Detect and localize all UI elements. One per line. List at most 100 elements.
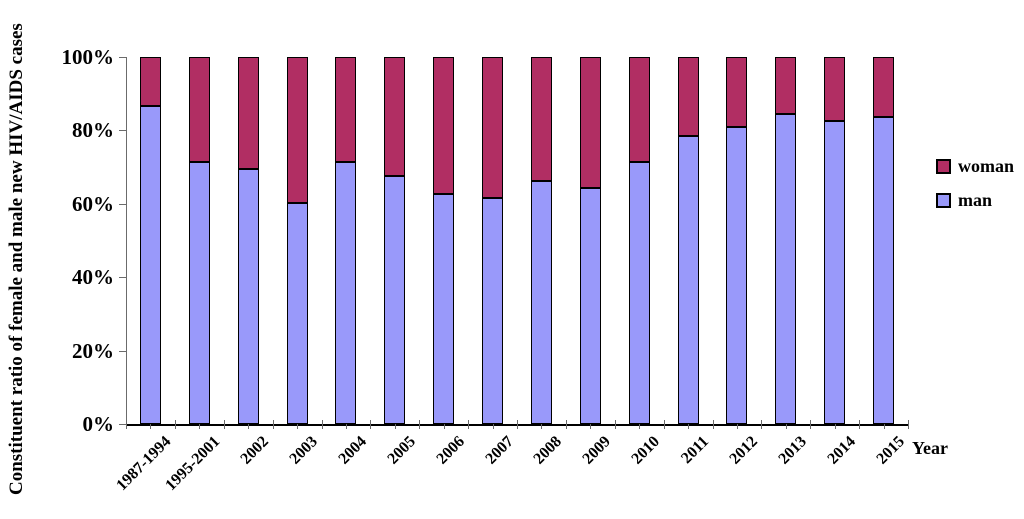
x-axis-tick-label: 2014 bbox=[824, 433, 859, 468]
bar-segment-woman bbox=[188, 57, 210, 163]
x-axis-tick bbox=[174, 420, 176, 429]
x-axis-tick bbox=[639, 420, 641, 429]
legend-item-woman: woman bbox=[936, 157, 1014, 175]
x-axis-tick bbox=[712, 420, 714, 429]
y-axis-line bbox=[126, 57, 127, 426]
bar-segment-woman bbox=[139, 57, 161, 107]
x-axis-tick-label: 2009 bbox=[579, 433, 615, 468]
x-axis-tick bbox=[248, 420, 250, 429]
x-axis-tick-label: 2006 bbox=[433, 433, 468, 468]
legend-swatch-icon bbox=[936, 192, 951, 208]
x-axis-tick bbox=[150, 420, 152, 429]
y-axis-tick bbox=[119, 57, 126, 58]
bar-segment-woman bbox=[482, 57, 504, 198]
bar-segment-man bbox=[628, 161, 650, 424]
y-axis-tick-label: 80% bbox=[72, 118, 114, 143]
bar-segment-man bbox=[286, 203, 308, 424]
bar-segment-man bbox=[677, 135, 699, 424]
x-axis-tick-label: 2003 bbox=[286, 433, 322, 468]
y-axis-tick-label: 20% bbox=[72, 338, 114, 363]
x-axis-tick bbox=[541, 420, 543, 429]
x-axis-tick bbox=[565, 420, 567, 429]
x-axis-tick bbox=[321, 420, 323, 429]
x-axis-tick-label: 2005 bbox=[384, 433, 419, 468]
x-axis-tick bbox=[736, 420, 738, 429]
x-axis-tick bbox=[345, 420, 347, 429]
x-axis-tick-label: 2015 bbox=[872, 433, 908, 468]
x-axis-tick bbox=[688, 420, 690, 429]
legend-item-man: man bbox=[936, 191, 1014, 209]
x-axis-tick bbox=[272, 420, 274, 429]
bar-segment-woman bbox=[530, 57, 552, 181]
x-axis-tick-label: 2008 bbox=[530, 433, 566, 468]
x-axis-tick bbox=[468, 420, 470, 429]
bar-segment-man bbox=[384, 176, 406, 424]
y-axis-tick bbox=[119, 130, 126, 132]
y-axis-tick bbox=[119, 277, 126, 279]
x-axis-tick bbox=[126, 420, 127, 429]
x-axis-tick bbox=[883, 420, 885, 429]
bar-segment-man bbox=[579, 188, 601, 424]
x-axis-tick bbox=[370, 420, 372, 429]
bar-segment-woman bbox=[873, 57, 895, 117]
x-axis-tick-label: 2011 bbox=[678, 433, 713, 468]
bar-segment-woman bbox=[335, 57, 357, 162]
y-axis-tick bbox=[119, 424, 126, 425]
bar-segment-woman bbox=[384, 57, 406, 177]
x-axis-tick-label: 2012 bbox=[726, 433, 761, 468]
legend: woman man bbox=[936, 157, 1014, 209]
x-axis-tick-label: 2013 bbox=[775, 433, 810, 468]
x-axis-tick bbox=[492, 420, 494, 429]
bar-segment-man bbox=[775, 114, 797, 424]
y-axis-tick bbox=[119, 203, 126, 205]
bar-segment-man bbox=[824, 121, 846, 424]
bar-segment-man bbox=[433, 193, 455, 424]
x-axis-tick bbox=[614, 420, 616, 429]
legend-swatch-icon bbox=[936, 158, 951, 174]
x-axis-tick bbox=[199, 420, 201, 429]
bar-segment-man bbox=[482, 197, 504, 424]
legend-label: man bbox=[958, 190, 993, 210]
x-axis-tick bbox=[663, 420, 665, 429]
bar-segment-woman bbox=[628, 57, 650, 162]
x-axis-tick bbox=[834, 420, 836, 429]
x-axis-tick bbox=[761, 420, 763, 429]
bar-segment-man bbox=[188, 162, 210, 424]
y-axis-tick bbox=[119, 350, 126, 352]
bar-segment-man bbox=[335, 161, 357, 424]
y-axis-tick-label: 100% bbox=[61, 45, 115, 69]
x-axis-tick bbox=[859, 420, 861, 429]
legend-label: woman bbox=[958, 156, 1015, 176]
bar-segment-man bbox=[139, 106, 161, 424]
bar-segment-woman bbox=[433, 57, 455, 194]
x-axis-tick-label: 2010 bbox=[628, 433, 664, 468]
bar-segment-man bbox=[873, 116, 895, 424]
bar-segment-man bbox=[530, 181, 552, 424]
bar-segment-woman bbox=[579, 57, 601, 189]
x-axis-tick bbox=[785, 420, 787, 429]
bar-segment-woman bbox=[775, 57, 797, 115]
y-axis-tick-label: 0% bbox=[82, 412, 115, 436]
x-axis-tick bbox=[443, 420, 445, 429]
x-axis-tick bbox=[908, 420, 909, 429]
x-axis-title: Year bbox=[912, 438, 948, 458]
y-axis-tick-label: 40% bbox=[72, 265, 114, 290]
x-axis-tick bbox=[297, 420, 299, 429]
bar-segment-woman bbox=[726, 57, 748, 127]
x-axis-tick-label: 2002 bbox=[237, 433, 273, 468]
x-axis-tick-label: 2007 bbox=[481, 433, 517, 468]
y-axis-tick-label: 60% bbox=[72, 191, 114, 216]
bar-segment-woman bbox=[237, 57, 259, 169]
x-axis-tick bbox=[517, 420, 518, 429]
bar-segment-man bbox=[237, 168, 259, 424]
x-axis-tick-label: 2004 bbox=[335, 433, 370, 468]
x-axis-tick bbox=[810, 420, 812, 429]
x-axis-tick bbox=[223, 420, 225, 429]
bar-segment-woman bbox=[677, 57, 699, 136]
bar-segment-man bbox=[726, 126, 748, 424]
bar-segment-woman bbox=[286, 57, 308, 204]
x-axis-tick bbox=[419, 420, 421, 429]
x-axis-tick bbox=[394, 420, 396, 429]
